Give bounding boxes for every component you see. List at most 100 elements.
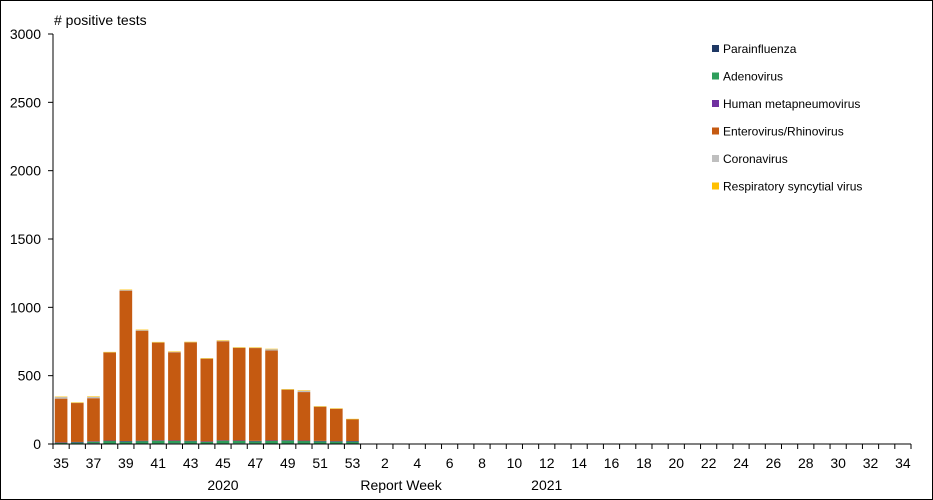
- legend-label: Coronavirus: [723, 152, 788, 166]
- bar-segment-week-52-series-1: [329, 441, 343, 444]
- bars-group: [54, 289, 359, 445]
- bar-segment-week-48-series-4: [265, 349, 278, 351]
- bar-segment-week-40-series-3: [135, 330, 149, 441]
- legend-swatch: [712, 45, 719, 52]
- bar-segment-week-37-series-3: [87, 398, 100, 442]
- bar-segment-week-40-series-5: [135, 329, 149, 331]
- x-tick-label: 22: [701, 455, 717, 471]
- bar-segment-week-41-series-1: [151, 440, 165, 444]
- bar-segment-week-40-series-2: [135, 440, 149, 442]
- bar-segment-week-36-series-1: [70, 442, 84, 444]
- x-tick-label: 2: [381, 455, 389, 471]
- x-tick-label: 26: [766, 455, 782, 471]
- bar-segment-week-44-series-4: [200, 358, 214, 359]
- bar-segment-week-43-series-3: [184, 342, 197, 441]
- bar-segment-week-44-series-5: [200, 358, 214, 359]
- x-tick-label: 45: [215, 455, 231, 471]
- bar-segment-week-36-series-4: [70, 402, 84, 404]
- bar-segment-week-38-series-5: [103, 351, 116, 353]
- bar-segment-week-38-series-1: [103, 440, 116, 444]
- x-tick-label: 8: [478, 455, 486, 471]
- bar-segment-week-43-series-4: [184, 342, 197, 343]
- bar-segment-week-42-series-4: [168, 351, 181, 353]
- bar-segment-week-48-series-3: [265, 350, 278, 441]
- bar-segment-week-40-series-4: [135, 330, 149, 331]
- legend-label: Respiratory syncytial virus: [723, 180, 862, 194]
- bar-segment-week-45-series-5: [216, 340, 230, 341]
- bar-segment-week-42-series-5: [168, 351, 181, 352]
- x-tick-label: 28: [798, 455, 814, 471]
- bar-segment-week-46-series-4: [232, 347, 246, 349]
- bar-segment-week-37-series-5: [87, 396, 100, 397]
- bar-segment-week-39-series-5: [119, 289, 133, 291]
- x-tick-label: 35: [53, 455, 69, 471]
- bar-segment-week-47-series-4: [249, 347, 262, 349]
- x-tick-label: 14: [571, 455, 587, 471]
- bar-segment-week-39-series-1: [119, 441, 133, 444]
- bar-segment-week-41-series-3: [151, 342, 165, 441]
- bar-segment-week-51-series-1: [313, 440, 327, 444]
- bar-segment-week-37-series-2: [87, 441, 100, 442]
- bar-segment-week-48-series-1: [265, 440, 278, 444]
- legend-swatch: [712, 182, 719, 190]
- bar-segment-week-43-series-1: [184, 440, 197, 444]
- year-label-2020: 2020: [207, 477, 238, 493]
- legend-label: Human metapneumovirus: [723, 97, 860, 111]
- bar-segment-week-49-series-3: [281, 389, 295, 441]
- x-tick-label: 34: [895, 455, 911, 471]
- x-tick-label: 49: [280, 455, 296, 471]
- x-tick-label: 37: [86, 455, 102, 471]
- bar-segment-week-38-series-4: [103, 352, 116, 353]
- bar-segment-week-44-series-2: [200, 441, 214, 442]
- bar-segment-week-35-series-5: [54, 396, 68, 398]
- x-tick-label: 47: [248, 455, 264, 471]
- bar-segment-week-51-series-5: [313, 406, 327, 407]
- bar-segment-week-45-series-2: [216, 440, 230, 441]
- year-label-2021: 2021: [531, 477, 562, 493]
- y-tick-label: 1500: [10, 231, 41, 247]
- x-tick-label: 6: [446, 455, 454, 471]
- bar-segment-week-47-series-2: [249, 440, 262, 442]
- x-tick-label: 24: [733, 455, 749, 471]
- bar-segment-week-46-series-5: [232, 347, 246, 348]
- bar-segment-week-50-series-1: [297, 440, 311, 444]
- bar-segment-week-45-series-1: [216, 440, 230, 444]
- bar-segment-week-42-series-3: [168, 352, 181, 441]
- bar-segment-week-45-series-3: [216, 341, 230, 441]
- bar-segment-week-43-series-5: [184, 341, 197, 343]
- bar-segment-week-50-series-5: [297, 390, 311, 391]
- bar-segment-week-49-series-2: [281, 440, 295, 441]
- x-tick-label: 43: [183, 455, 199, 471]
- bar-segment-week-44-series-1: [200, 441, 214, 444]
- bar-segment-week-53-series-3: [346, 419, 359, 441]
- bar-segment-week-46-series-2: [232, 440, 246, 441]
- bar-segment-week-36-series-5: [70, 402, 84, 403]
- bar-segment-week-38-series-2: [103, 440, 116, 442]
- bar-segment-week-41-series-4: [151, 342, 165, 343]
- x-tick-label: 12: [539, 455, 555, 471]
- x-tick-label: 32: [863, 455, 879, 471]
- y-tick-label: 2000: [10, 163, 41, 179]
- bar-segment-week-49-series-1: [281, 440, 295, 444]
- bar-segment-week-52-series-3: [329, 408, 343, 442]
- bar-segment-week-46-series-1: [232, 440, 246, 444]
- bar-segment-week-37-series-1: [87, 441, 100, 444]
- bar-segment-week-35-series-2: [54, 442, 68, 443]
- legend-label: Enterovirus/Rhinovirus: [723, 125, 844, 139]
- legend-label: Parainfluenza: [723, 42, 797, 56]
- bar-segment-week-36-series-2: [70, 441, 84, 443]
- bar-segment-week-51-series-4: [313, 406, 327, 407]
- legend-label: Adenovirus: [723, 70, 783, 84]
- bar-segment-week-45-series-4: [216, 340, 230, 342]
- bar-segment-week-50-series-2: [297, 440, 311, 442]
- x-tick-label: 10: [507, 455, 523, 471]
- y-tick-label: 3000: [10, 26, 41, 42]
- bar-segment-week-35-series-1: [54, 442, 68, 444]
- bar-segment-week-36-series-3: [70, 403, 84, 442]
- y-tick-label: 0: [33, 436, 41, 452]
- bar-segment-week-41-series-2: [151, 440, 165, 441]
- bar-segment-week-39-series-3: [119, 290, 133, 441]
- legend: Parainfluenza Adenovirus Human metapneumov…: [712, 42, 862, 194]
